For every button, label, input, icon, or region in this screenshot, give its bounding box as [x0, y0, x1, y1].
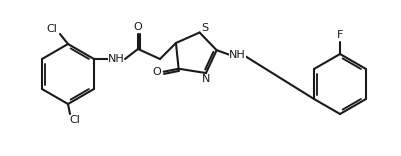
Text: S: S [200, 24, 208, 34]
Text: NH: NH [107, 54, 124, 64]
Text: O: O [133, 22, 142, 32]
Text: O: O [152, 67, 161, 77]
Text: N: N [201, 74, 210, 84]
Text: Cl: Cl [69, 115, 80, 125]
Text: Cl: Cl [47, 24, 57, 34]
Text: NH: NH [229, 50, 245, 60]
Text: F: F [336, 30, 342, 40]
